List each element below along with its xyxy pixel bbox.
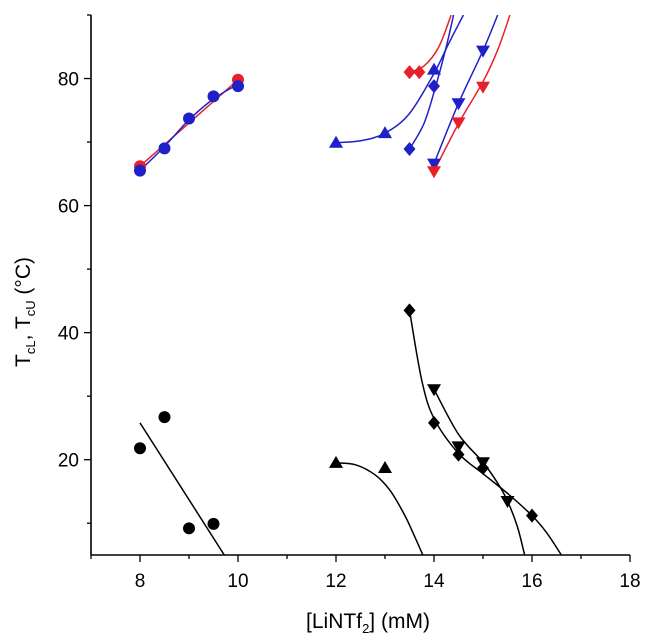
data-point-lower-black-circle: [158, 411, 171, 424]
data-point-upper-blue-triangle-down: [451, 98, 466, 111]
data-point-upper-blue-diamond: [403, 142, 416, 157]
axes: [84, 14, 631, 562]
x-tick-label: 8: [135, 571, 146, 592]
tick-labels: 8 10 12 14 16 18 20 40 60 80: [58, 70, 641, 592]
data-markers: [134, 45, 538, 535]
data-point-lower-black-diamond: [526, 508, 538, 523]
data-point-lower-black-triangle-down: [476, 457, 490, 470]
data-point-lower-black-triangle-down: [451, 441, 466, 454]
fit-line-lower-black-triangle-down: [433, 388, 526, 555]
x-tick-label: 10: [227, 571, 248, 592]
x-tick-label: 12: [325, 571, 346, 592]
data-point-lower-black-triangle: [378, 460, 392, 473]
x-tick-label: 14: [423, 571, 445, 592]
fit-line-upper-red-diamond: [409, 15, 452, 73]
data-point-upper-blue-circle: [134, 164, 146, 177]
x-tick-label: 18: [619, 571, 640, 592]
y-axis-title-post: (°C): [12, 257, 35, 300]
data-point-lower-black-circle: [134, 442, 146, 455]
y-tick-label: 60: [58, 197, 79, 218]
data-point-lower-black-triangle-down: [500, 496, 515, 508]
fit-line-lower-black-circle: [139, 422, 225, 555]
data-point-upper-blue-triangle: [427, 62, 441, 75]
data-point-upper-red-diamond: [413, 65, 426, 80]
data-point-upper-blue-circle: [158, 142, 171, 155]
y-axis-title-t1: T: [12, 354, 35, 367]
data-point-upper-blue-triangle: [378, 126, 392, 139]
fit-line-upper-red-triangle-down: [433, 15, 511, 172]
data-point-upper-red-triangle-down: [451, 117, 466, 130]
fit-curves: [139, 15, 563, 555]
data-point-upper-blue-triangle: [329, 135, 343, 148]
y-tick-label: 40: [58, 324, 79, 345]
y-tick-label: 80: [58, 70, 79, 91]
fit-line-lower-black-diamond: [408, 310, 563, 555]
y-axis-title: TcL, TcU (°C): [12, 257, 38, 367]
data-point-lower-black-triangle-down: [427, 384, 441, 397]
x-axis-title-sub: 2: [362, 621, 369, 636]
data-point-upper-blue-circle: [232, 80, 244, 93]
x-axis-title-post: ] (mM): [369, 610, 430, 633]
data-point-lower-black-diamond: [428, 415, 440, 430]
fit-line-upper-blue-triangle: [335, 15, 465, 144]
x-axis-title: [LiNTf2] (mM): [306, 610, 430, 636]
data-point-upper-blue-circle: [183, 112, 195, 125]
data-point-lower-black-diamond: [452, 447, 465, 462]
y-axis-title-sub2: cU: [23, 300, 38, 316]
data-point-upper-blue-triangle-down: [476, 45, 490, 58]
data-point-lower-black-triangle: [329, 455, 343, 468]
y-axis-title-sep: , T: [12, 316, 35, 340]
fit-line-lower-black-triangle: [335, 462, 424, 555]
data-point-upper-blue-diamond: [428, 79, 440, 94]
data-point-lower-black-circle: [183, 522, 195, 535]
data-point-upper-red-diamond: [403, 65, 416, 80]
data-point-upper-red-triangle-down: [476, 81, 490, 94]
data-point-upper-red-triangle-down: [427, 166, 441, 179]
x-axis-title-pre: [LiNTf: [306, 610, 362, 633]
data-point-upper-blue-circle: [207, 90, 220, 103]
data-point-lower-black-diamond: [403, 303, 416, 318]
data-point-upper-blue-triangle-down: [427, 158, 441, 171]
x-tick-label: 16: [521, 571, 542, 592]
fit-line-upper-blue-triangle-down: [433, 15, 499, 164]
data-point-lower-black-circle: [207, 517, 220, 530]
y-axis-title-sub1: cL: [23, 340, 38, 354]
fit-line-upper-blue-circle: [139, 83, 239, 172]
y-tick-label: 20: [58, 451, 79, 472]
